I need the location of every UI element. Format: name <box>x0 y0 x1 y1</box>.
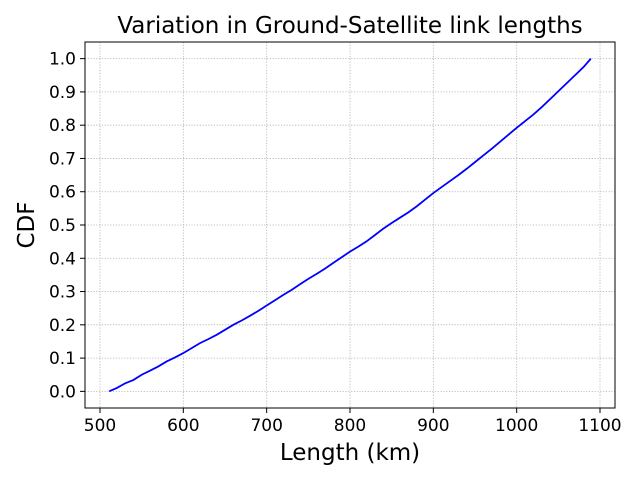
cdf-series-line <box>108 58 592 393</box>
y-tick-label: 0.6 <box>49 183 76 203</box>
y-tick-label: 0.3 <box>49 283 76 303</box>
series-layer <box>108 58 592 393</box>
y-tick-label: 0.5 <box>49 216 76 236</box>
x-axis-label: Length (km) <box>280 440 420 466</box>
y-tick-label: 0.4 <box>49 249 76 269</box>
x-tick-label: 600 <box>167 416 199 436</box>
y-tick-label: 0.9 <box>49 83 76 103</box>
y-tick-label: 0.2 <box>49 316 76 336</box>
x-tick-label: 700 <box>250 416 282 436</box>
y-tick-label: 0.7 <box>49 149 76 169</box>
y-tick-label: 1.0 <box>49 50 76 70</box>
x-tick-label: 800 <box>334 416 366 436</box>
y-tick-label: 0.1 <box>49 349 76 369</box>
y-tick-label: 0.0 <box>49 382 76 402</box>
x-tick-label: 900 <box>417 416 449 436</box>
axis-ticks: 500 600 700 800 900 1000 1100 0.0 0.1 0.2 0.3 0.4 0.… <box>49 50 622 436</box>
y-axis-label: CDF <box>14 202 40 249</box>
grid-lines <box>85 42 615 408</box>
x-tick-label: 1000 <box>495 416 538 436</box>
chart-title: Variation in Ground-Satellite link lengt… <box>117 13 582 39</box>
x-tick-label: 500 <box>84 416 116 436</box>
x-tick-label: 1100 <box>578 416 621 436</box>
y-tick-label: 0.8 <box>49 116 76 136</box>
